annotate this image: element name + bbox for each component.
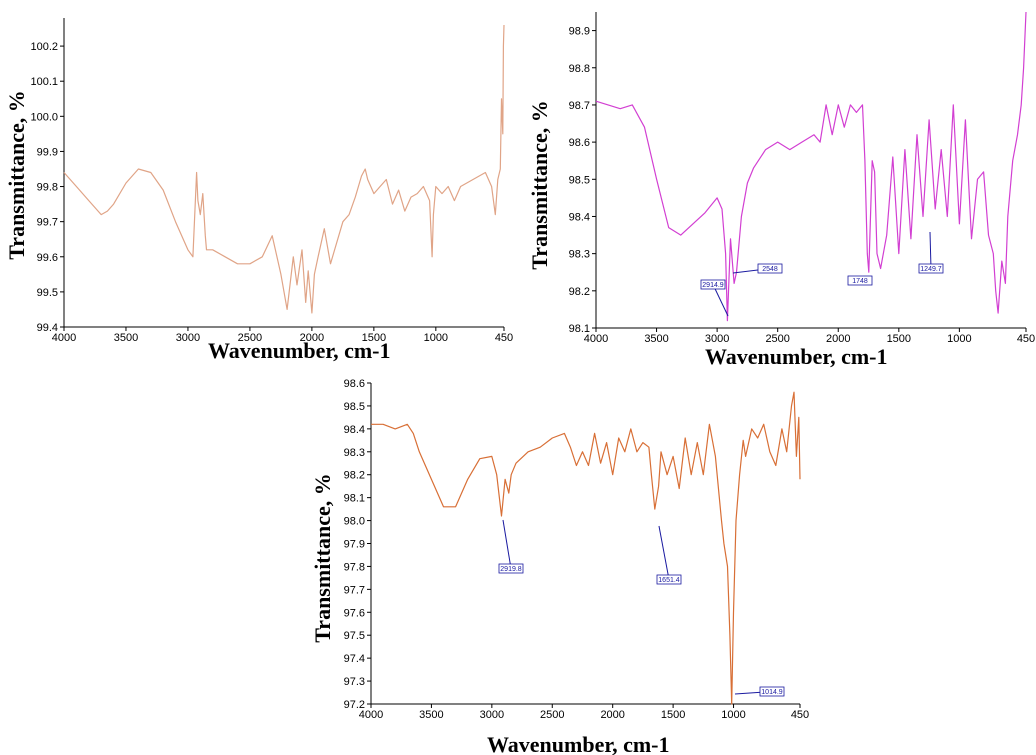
y-tick-label: 99.9: [37, 146, 58, 158]
y-tick-label: 97.8: [344, 561, 365, 573]
y-axis-label-1: Transmittance, %: [4, 90, 29, 259]
y-tick-label: 98.3: [344, 447, 365, 459]
y-tick-label: 99.8: [37, 182, 58, 194]
y-tick-label: 99.5: [37, 287, 58, 299]
spectrum-panel-1: 99.4 99.5 99.6 99.7 99.8 99.9 100.0 100.1 100.2 4…: [4, 18, 513, 363]
peak-label-box: [757, 263, 783, 274]
y-tick-label: 97.4: [344, 653, 365, 665]
x-tick-label: 1500: [362, 332, 386, 344]
y-tick-label: 98.6: [344, 378, 365, 390]
x-tick-label: 1500: [661, 709, 685, 721]
x-tick-label: 2500: [238, 332, 262, 344]
y-tick-label: 98.2: [569, 286, 590, 298]
x-tick-label: 4000: [359, 709, 383, 721]
spectrum-line: [595, 11, 1027, 322]
peak-leader-line: [712, 284, 729, 317]
x-tick-label: 3500: [419, 709, 443, 721]
x-tick-label: 1000: [947, 333, 971, 345]
peak-label-box: [700, 279, 726, 290]
spectrum-line: [63, 24, 505, 314]
peak-label: 2548: [762, 266, 778, 273]
x-tick-label: 2500: [765, 333, 789, 345]
x-tick-label: 1000: [721, 709, 745, 721]
x-tick-label: 2000: [600, 709, 624, 721]
y-tick-label: 98.0: [344, 516, 365, 528]
peak-label: 1014.9: [761, 689, 783, 696]
spectrum-line: [371, 391, 801, 705]
y-tick-label: 98.5: [344, 401, 365, 413]
x-tick-label: 3000: [480, 709, 504, 721]
y-tick-label: 97.5: [344, 630, 365, 642]
peak-label-box: [498, 563, 524, 574]
y-tick-label: 98.6: [569, 137, 590, 149]
peak-label-box: [847, 275, 873, 286]
x-tick-label: 450: [495, 332, 513, 344]
x-axis-label-1: Wavenumber, cm-1: [208, 338, 391, 363]
x-tick-label: 3500: [644, 333, 668, 345]
y-tick-label: 97.3: [344, 676, 365, 688]
x-tick-label: 1000: [424, 332, 448, 344]
spectrum-panel-3: 97.2 97.3 97.4 97.5 97.6 97.7 97.8 97.9 98.0 98.1…: [310, 378, 809, 755]
y-axis-label-2: Transmittance, %: [527, 100, 552, 269]
x-tick-label: 4000: [52, 332, 76, 344]
peak-leader-line: [658, 525, 670, 580]
x-tick-label: 2500: [540, 709, 564, 721]
peak-label: 1249.7: [920, 266, 942, 273]
x-tick-label: 2000: [300, 332, 324, 344]
peak-label-box: [918, 263, 944, 274]
spectrum-panel-2: 98.1 98.2 98.3 98.4 98.5 98.6 98.7 98.8 98.9 4000…: [527, 11, 1035, 369]
y-tick-label: 100.1: [30, 76, 58, 88]
plot-area-3: [371, 383, 800, 704]
x-axis-label-2: Wavenumber, cm-1: [705, 344, 888, 369]
peak-label: 1651.4: [658, 577, 680, 584]
y-tick-label: 98.9: [569, 26, 590, 38]
y-tick-label: 98.1: [569, 323, 590, 335]
plot-area-1: [64, 18, 504, 327]
x-tick-label: 3500: [114, 332, 138, 344]
x-tick-label: 2000: [826, 333, 850, 345]
y-tick-label: 99.4: [37, 322, 58, 334]
y-tick-label: 98.3: [569, 249, 590, 261]
plot-area-2: [596, 12, 1026, 328]
peak-label: 2914.9: [702, 282, 724, 289]
y-tick-label: 100.2: [30, 41, 58, 53]
x-tick-label: 450: [791, 709, 809, 721]
y-tick-label: 98.2: [344, 470, 365, 482]
y-tick-label: 100.0: [30, 111, 58, 123]
peak-label-box: [759, 686, 785, 697]
y-tick-label: 98.8: [569, 63, 590, 75]
y-tick-label: 97.2: [344, 699, 365, 711]
y-tick-label: 99.7: [37, 217, 58, 229]
y-tick-label: 98.7: [569, 100, 590, 112]
x-tick-label: 450: [1017, 333, 1035, 345]
x-tick-label: 4000: [584, 333, 608, 345]
peak-leader-line: [502, 519, 512, 569]
x-tick-label: 3000: [176, 332, 200, 344]
peak-leader-line: [929, 231, 932, 269]
x-tick-label: 3000: [705, 333, 729, 345]
y-tick-label: 97.7: [344, 584, 365, 596]
peak-label: 2919.8: [500, 566, 522, 573]
y-tick-label: 99.6: [37, 252, 58, 264]
y-tick-label: 97.9: [344, 539, 365, 551]
y-tick-label: 98.4: [344, 424, 365, 436]
y-tick-label: 98.1: [344, 493, 365, 505]
y-tick-label: 98.4: [569, 211, 590, 223]
x-tick-label: 1500: [887, 333, 911, 345]
x-axis-label-3: Wavenumber, cm-1: [487, 732, 670, 755]
y-tick-label: 98.5: [569, 174, 590, 186]
peak-label: 1748: [852, 278, 868, 285]
y-tick-label: 97.6: [344, 607, 365, 619]
y-axis-label-3: Transmittance, %: [310, 473, 335, 642]
peak-label-box: [656, 574, 682, 585]
